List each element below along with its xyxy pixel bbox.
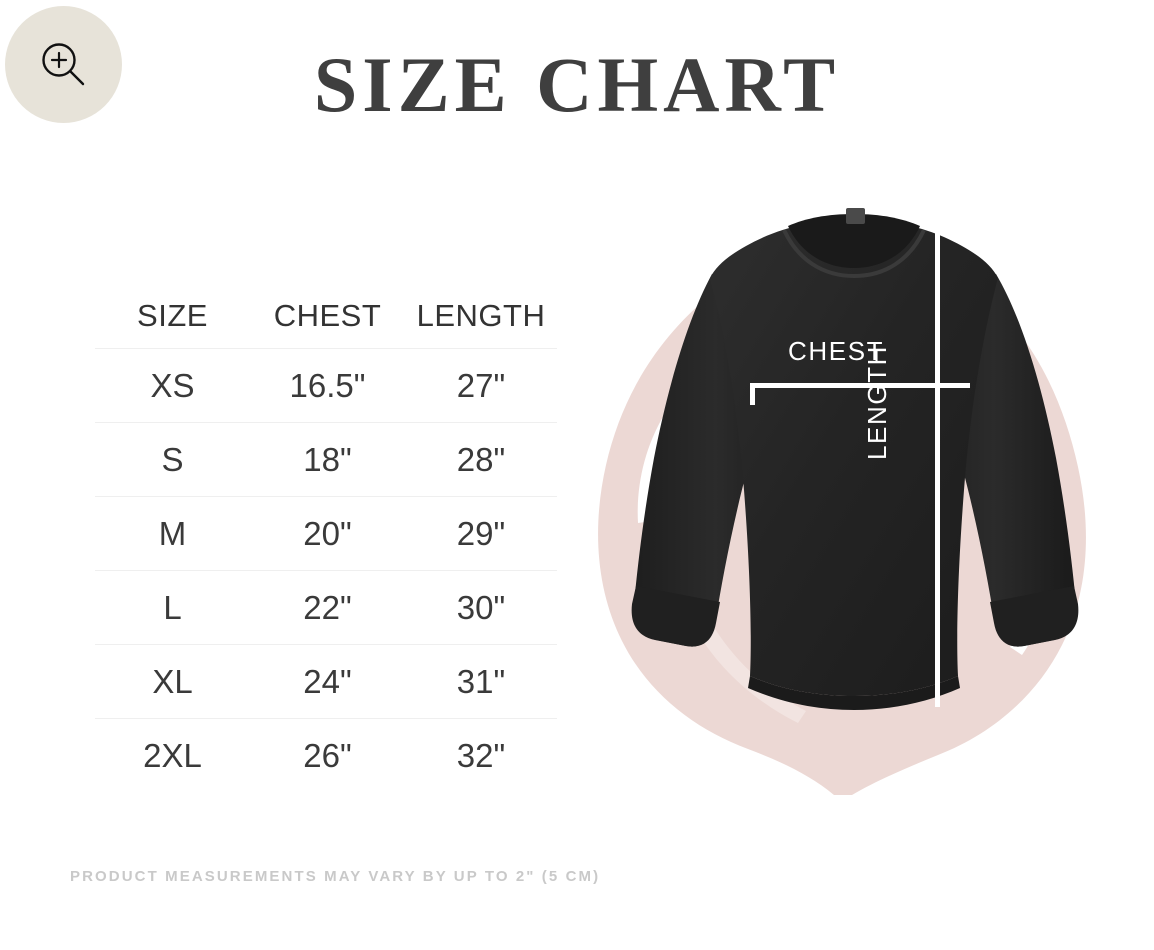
table-row: S 18" 28" — [95, 422, 557, 496]
table-header-row: SIZE CHEST LENGTH — [95, 284, 557, 348]
cell-size: XL — [152, 662, 193, 700]
table-row: XL 24" 31" — [95, 644, 557, 718]
cell-length: 31" — [456, 662, 506, 700]
cell-chest: 18" — [303, 440, 352, 478]
cell-chest: 26" — [303, 736, 352, 774]
table-row: 2XL 26" 32" — [95, 718, 557, 792]
chest-measure-line — [750, 383, 945, 388]
column-header-size: SIZE — [137, 298, 208, 333]
measurement-disclaimer: PRODUCT MEASUREMENTS MAY VARY BY UP TO 2… — [70, 868, 601, 885]
cell-length: 28" — [456, 440, 506, 478]
length-label: LENGTH — [862, 344, 892, 460]
cell-chest: 20" — [303, 514, 352, 552]
size-table: SIZE CHEST LENGTH XS 16.5" 27" S 18" 28"… — [95, 284, 557, 792]
column-header-chest: CHEST — [273, 298, 382, 333]
table-row: M 20" 29" — [95, 496, 557, 570]
cell-size: 2XL — [143, 736, 202, 774]
page-title: SIZE CHART — [313, 41, 841, 128]
chest-label: CHEST — [788, 336, 885, 366]
chest-right-tick — [940, 383, 970, 388]
cell-chest: 24" — [303, 662, 352, 700]
cell-size: XS — [150, 366, 195, 404]
table-row: L 22" 30" — [95, 570, 557, 644]
cell-length: 30" — [456, 588, 506, 626]
long-sleeve-tee-graphic — [631, 208, 1079, 710]
magnify-plus-icon — [38, 39, 90, 91]
product-illustration: CHEST LENGTH — [560, 190, 1154, 810]
cell-size: M — [158, 514, 187, 552]
cell-size: L — [163, 588, 182, 626]
cell-chest: 22" — [303, 588, 352, 626]
cell-length: 29" — [456, 514, 506, 552]
cell-size: S — [161, 440, 184, 478]
length-measure-line — [935, 232, 940, 707]
chest-left-tick — [750, 383, 755, 405]
table-row: XS 16.5" 27" — [95, 348, 557, 422]
cell-length: 32" — [456, 736, 506, 774]
column-header-length: LENGTH — [416, 298, 546, 333]
cell-length: 27" — [456, 366, 506, 404]
zoom-button[interactable] — [5, 6, 122, 123]
cell-chest: 16.5" — [289, 366, 366, 404]
